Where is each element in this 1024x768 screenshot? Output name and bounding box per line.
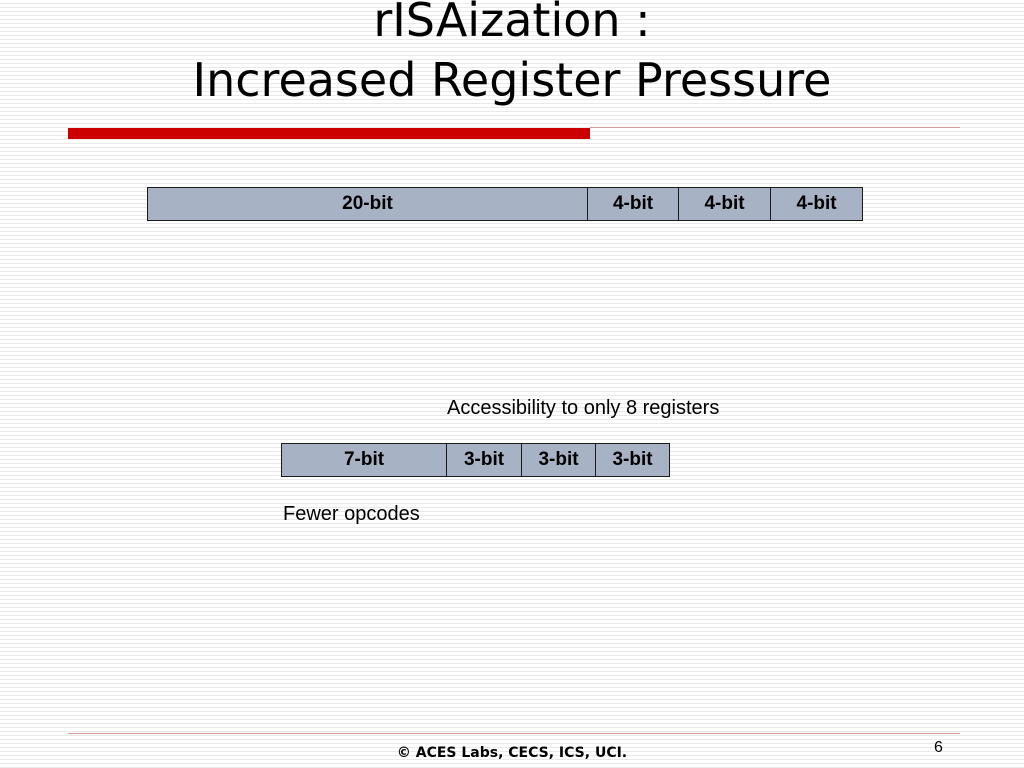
- page-number: 6: [934, 739, 943, 756]
- footer-copyright: © ACES Labs, CECS, ICS, UCI.: [396, 745, 628, 761]
- instruction-format-16bit: 7-bit 3-bit 3-bit 3-bit: [281, 443, 670, 477]
- title-divider-line: [590, 127, 960, 128]
- accessibility-note: Accessibility to only 8 registers: [447, 397, 720, 419]
- footer-divider-line: [68, 733, 960, 734]
- title-accent-bar: [68, 128, 590, 139]
- field-opcode: 7-bit: [281, 443, 447, 477]
- field-opcode: 20-bit: [147, 187, 588, 221]
- field-register-3: 4-bit: [770, 187, 863, 221]
- instruction-format-32bit: 20-bit 4-bit 4-bit 4-bit: [147, 187, 863, 221]
- instruction-format-row: 20-bit 4-bit 4-bit 4-bit: [147, 187, 863, 221]
- field-register-2: 4-bit: [678, 187, 771, 221]
- slide-title: rISAization : Increased Register Pressur…: [0, 0, 1024, 110]
- field-register-2: 3-bit: [521, 443, 596, 477]
- field-register-1: 4-bit: [587, 187, 679, 221]
- fewer-opcodes-note: Fewer opcodes: [283, 503, 420, 525]
- instruction-format-row: 7-bit 3-bit 3-bit 3-bit: [281, 443, 670, 477]
- title-line-1: rISAization :: [373, 0, 651, 47]
- field-register-1: 3-bit: [446, 443, 522, 477]
- title-line-2: Increased Register Pressure: [192, 53, 832, 107]
- field-register-3: 3-bit: [595, 443, 670, 477]
